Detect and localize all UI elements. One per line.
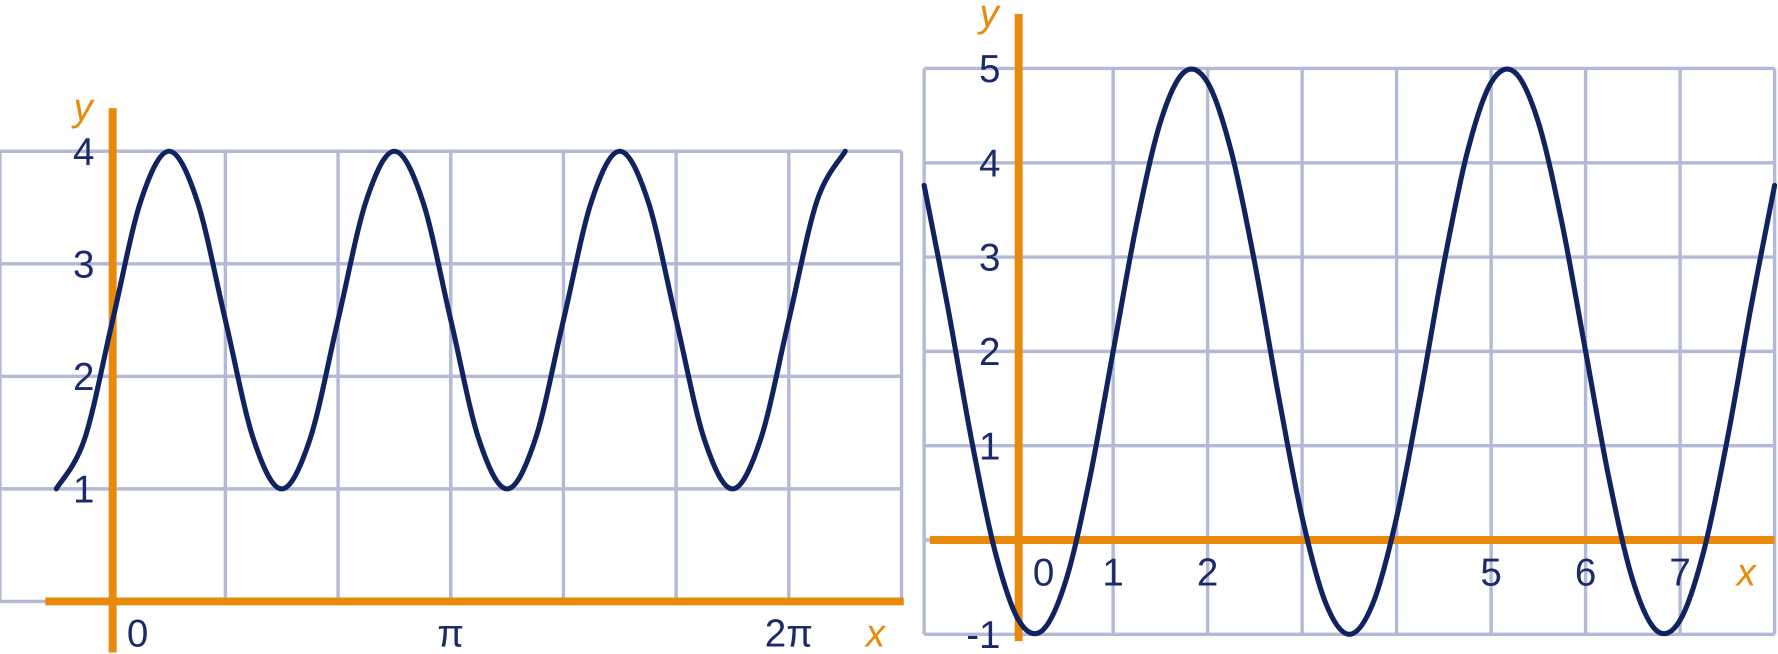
y-tick-label: 1 [73,468,94,511]
x-tick-label: 7 [1669,551,1690,594]
y-tick-label: 5 [979,48,1000,91]
y-axis-label: y [71,87,96,130]
x-tick-label: 6 [1575,551,1596,594]
x-tick-label: 0 [127,613,148,654]
y-tick-label: 4 [979,142,1000,185]
y-tick-label: 2 [73,356,94,399]
x-axis-label: x [1735,551,1758,594]
x-tick-label: 2π [765,613,813,654]
x-axis-label: x [864,613,887,654]
curve [921,66,1778,637]
x-tick-label: 5 [1480,551,1501,594]
y-tick-label: 2 [979,331,1000,374]
x-tick-label: π [437,613,464,654]
y-tick-label: 4 [73,131,94,174]
y-tick-label: 1 [979,425,1000,468]
y-tick-label: 3 [979,237,1000,280]
y-tick-label: -1 [966,614,1000,654]
y-axis-label: y [977,0,1002,35]
x-tick-label: 2 [1197,551,1218,594]
x-tick-label: 1 [1102,551,1123,594]
curve [53,148,848,492]
x-tick-label: 0 [1033,551,1054,594]
y-tick-label: 3 [73,243,94,286]
